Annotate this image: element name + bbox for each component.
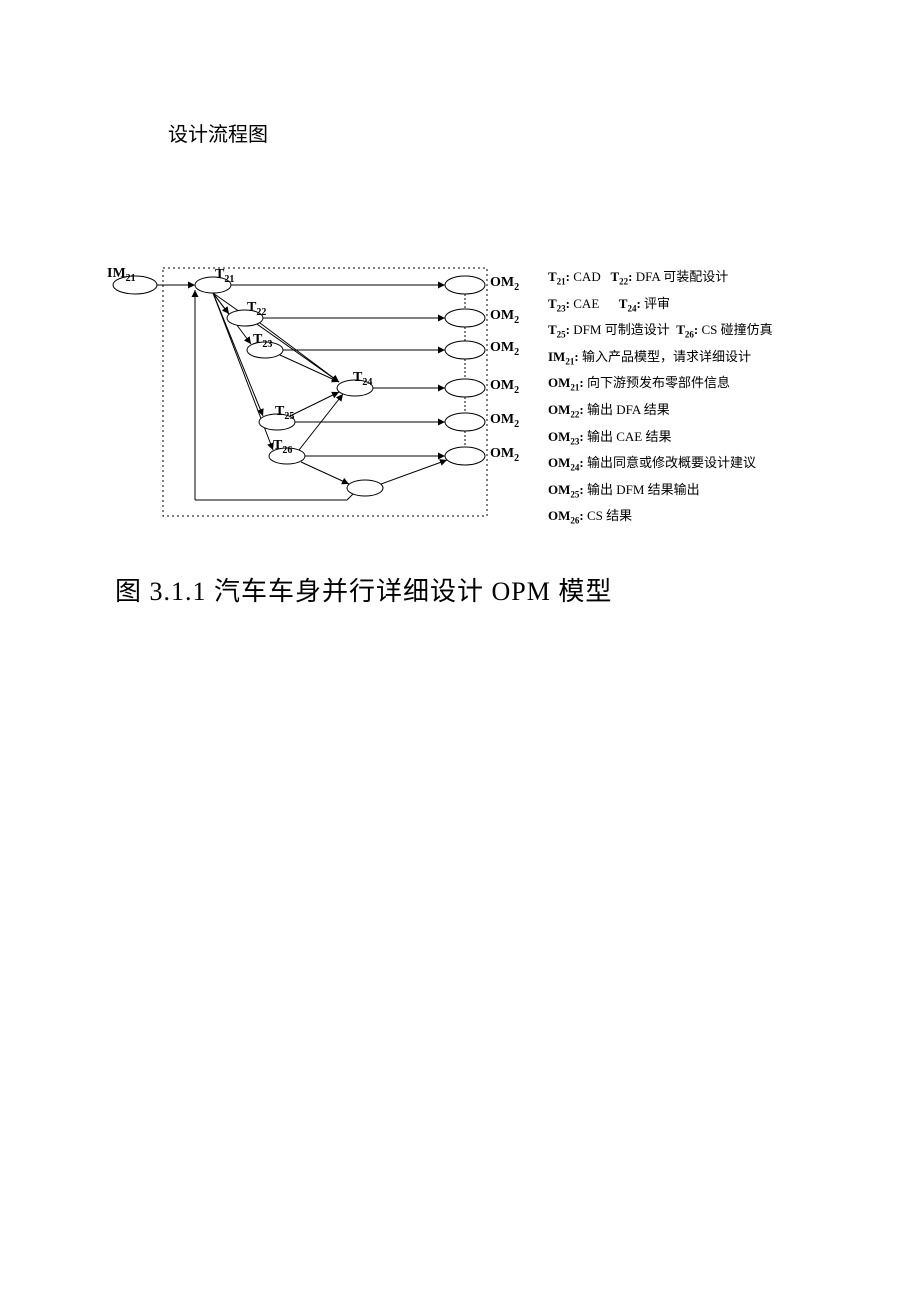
legend-line: OM24: 输出同意或修改概要设计建议	[548, 450, 773, 477]
node-label-OM26: OM2	[490, 446, 519, 464]
node-label-T23: T23	[253, 332, 272, 350]
diagram-svg	[95, 260, 535, 520]
opm-diagram: IM21 T21 T22 T23 T24 T25 T26 OM2 OM2 OM2 OM2 OM2 OM2	[95, 260, 535, 520]
node-label-T22: T22	[247, 300, 266, 318]
legend-line: OM22: 输出 DFA 结果	[548, 397, 773, 424]
legend: T21: CAD T22: DFA 可装配设计T23: CAE T24: 评审T…	[548, 264, 773, 530]
legend-line: IM21: 输入产品模型，请求详细设计	[548, 344, 773, 371]
node-label-T24: T24	[353, 370, 372, 388]
node-label-OM24: OM2	[490, 378, 519, 396]
node-label-OM22: OM2	[490, 308, 519, 326]
legend-line: OM23: 输出 CAE 结果	[548, 424, 773, 451]
figure-caption: 图 3.1.1 汽车车身并行详细设计 OPM 模型	[115, 571, 612, 608]
legend-line: OM26: CS 结果	[548, 503, 773, 530]
node-label-T25: T25	[275, 404, 294, 422]
legend-line: T23: CAE T24: 评审	[548, 291, 773, 318]
page-title: 设计流程图	[168, 118, 268, 147]
node-label-IM21: IM21	[107, 266, 136, 284]
legend-line: OM21: 向下游预发布零部件信息	[548, 370, 773, 397]
legend-line: T21: CAD T22: DFA 可装配设计	[548, 264, 773, 291]
node-label-OM23: OM2	[490, 340, 519, 358]
node-label-T26: T26	[273, 438, 292, 456]
node-label-OM21: OM2	[490, 275, 519, 293]
legend-line: T25: DFM 可制造设计 T26: CS 碰撞仿真	[548, 317, 773, 344]
node-label-OM25: OM2	[490, 412, 519, 430]
legend-line: OM25: 输出 DFM 结果输出	[548, 477, 773, 504]
node-label-T21: T21	[215, 267, 234, 285]
